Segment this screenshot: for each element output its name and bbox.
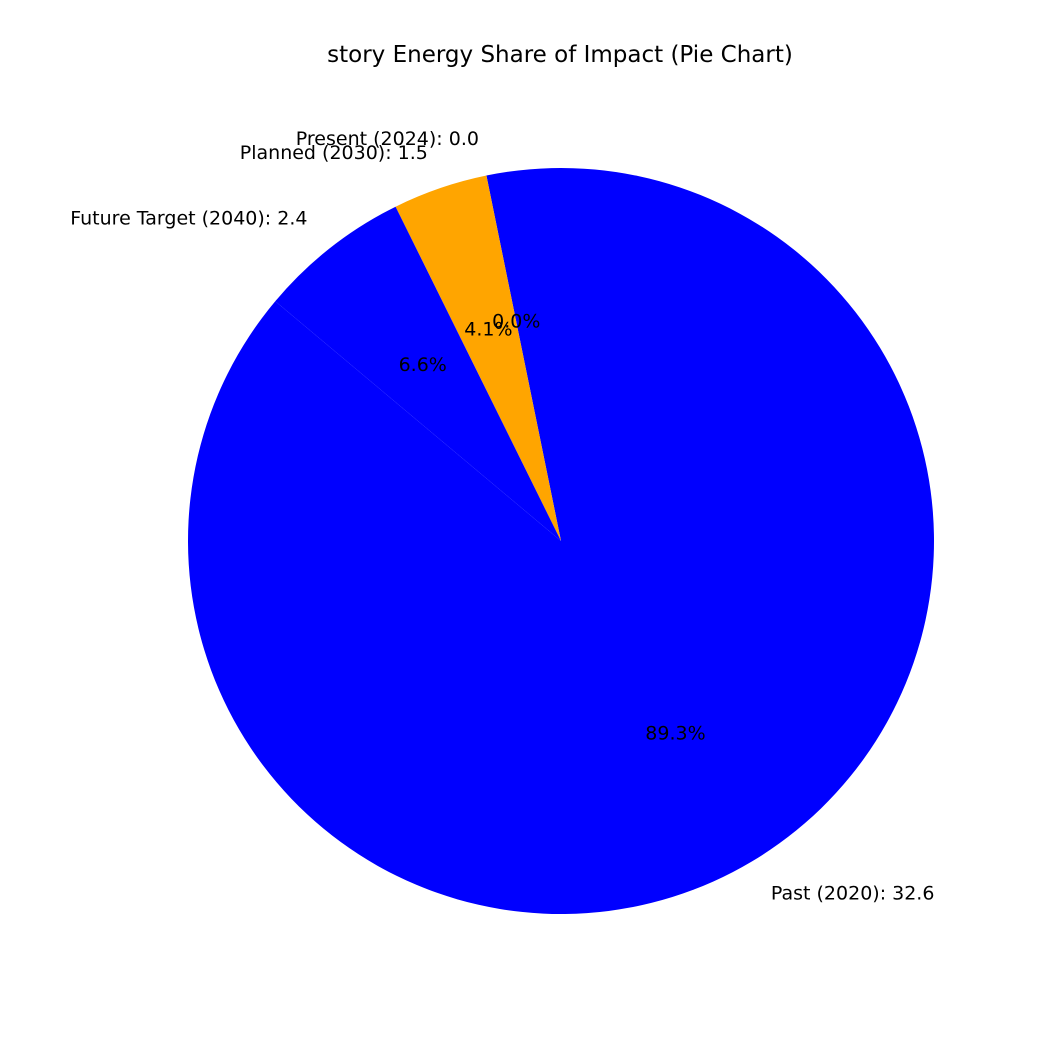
slice-label-future-target-2040: Future Target (2040): 2.4 [70, 207, 307, 229]
slice-label-past-2020: Past (2020): 32.6 [771, 883, 935, 905]
pie-slice-future-target-2040 [275, 206, 561, 541]
slice-percent-present-2024: 0.0% [492, 311, 540, 333]
slice-percent-future-target-2040: 6.6% [399, 354, 447, 376]
slice-label-present-2024: Present (2024): 0.0 [296, 128, 479, 150]
slice-label-planned-2030: Planned (2030): 1.5 [240, 142, 428, 164]
slice-percent-past-2020: 89.3% [645, 722, 705, 744]
pie-labels: Past (2020): 32.6 89.3% Present (2024): 0.… [70, 128, 934, 905]
chart-title: story Energy Share of Impact (Pie Chart) [327, 42, 793, 68]
pie-slice-planned-2030 [395, 175, 561, 541]
pie-slices [188, 167, 935, 914]
pie-slice-past-2020 [188, 167, 935, 914]
slice-percent-planned-2030: 4.1% [464, 318, 512, 340]
